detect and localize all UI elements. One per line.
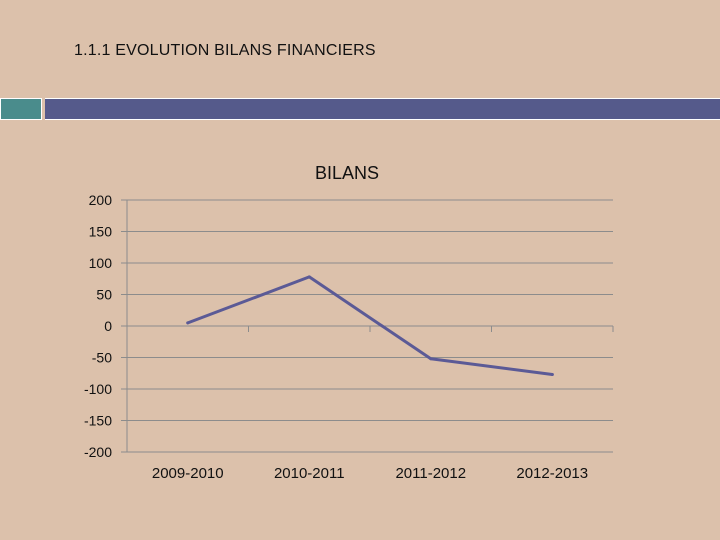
y-tick-label: 200: [89, 192, 113, 208]
y-tick-label: -150: [84, 413, 112, 429]
accent-bar-blue: [45, 98, 720, 120]
y-tick-label: -200: [84, 444, 112, 460]
accent-bar-teal: [0, 98, 42, 120]
gridlines: [127, 199, 613, 453]
x-tick-label: 2010-2011: [274, 465, 345, 482]
x-tick-label: 2011-2012: [395, 465, 466, 482]
slide-title: 1.1.1 EVOLUTION BILANS FINANCIERS: [74, 42, 376, 59]
y-tick-label: -100: [84, 381, 112, 397]
y-tick-labels: 200 150 100 50 0 -50 -100 -150 -200: [84, 192, 112, 460]
y-tick-label: -50: [92, 350, 112, 366]
axes: [121, 199, 614, 453]
series-line: [186, 275, 554, 376]
x-tick-label: 2012-2013: [516, 465, 588, 482]
data-point: [429, 357, 433, 361]
y-tick-label: 150: [89, 224, 113, 240]
y-tick-label: 100: [89, 255, 113, 271]
data-point: [307, 275, 311, 279]
series: [186, 275, 554, 377]
y-tick-label: 0: [104, 318, 112, 334]
chart-title: BILANS: [315, 163, 379, 183]
data-point: [186, 321, 190, 325]
x-tick-labels: 2009-2010 2010-2011 2011-2012 2012-2013: [152, 465, 588, 482]
x-tick-label: 2009-2010: [152, 465, 224, 482]
y-tick-label: 50: [96, 287, 112, 303]
data-point: [550, 373, 554, 377]
